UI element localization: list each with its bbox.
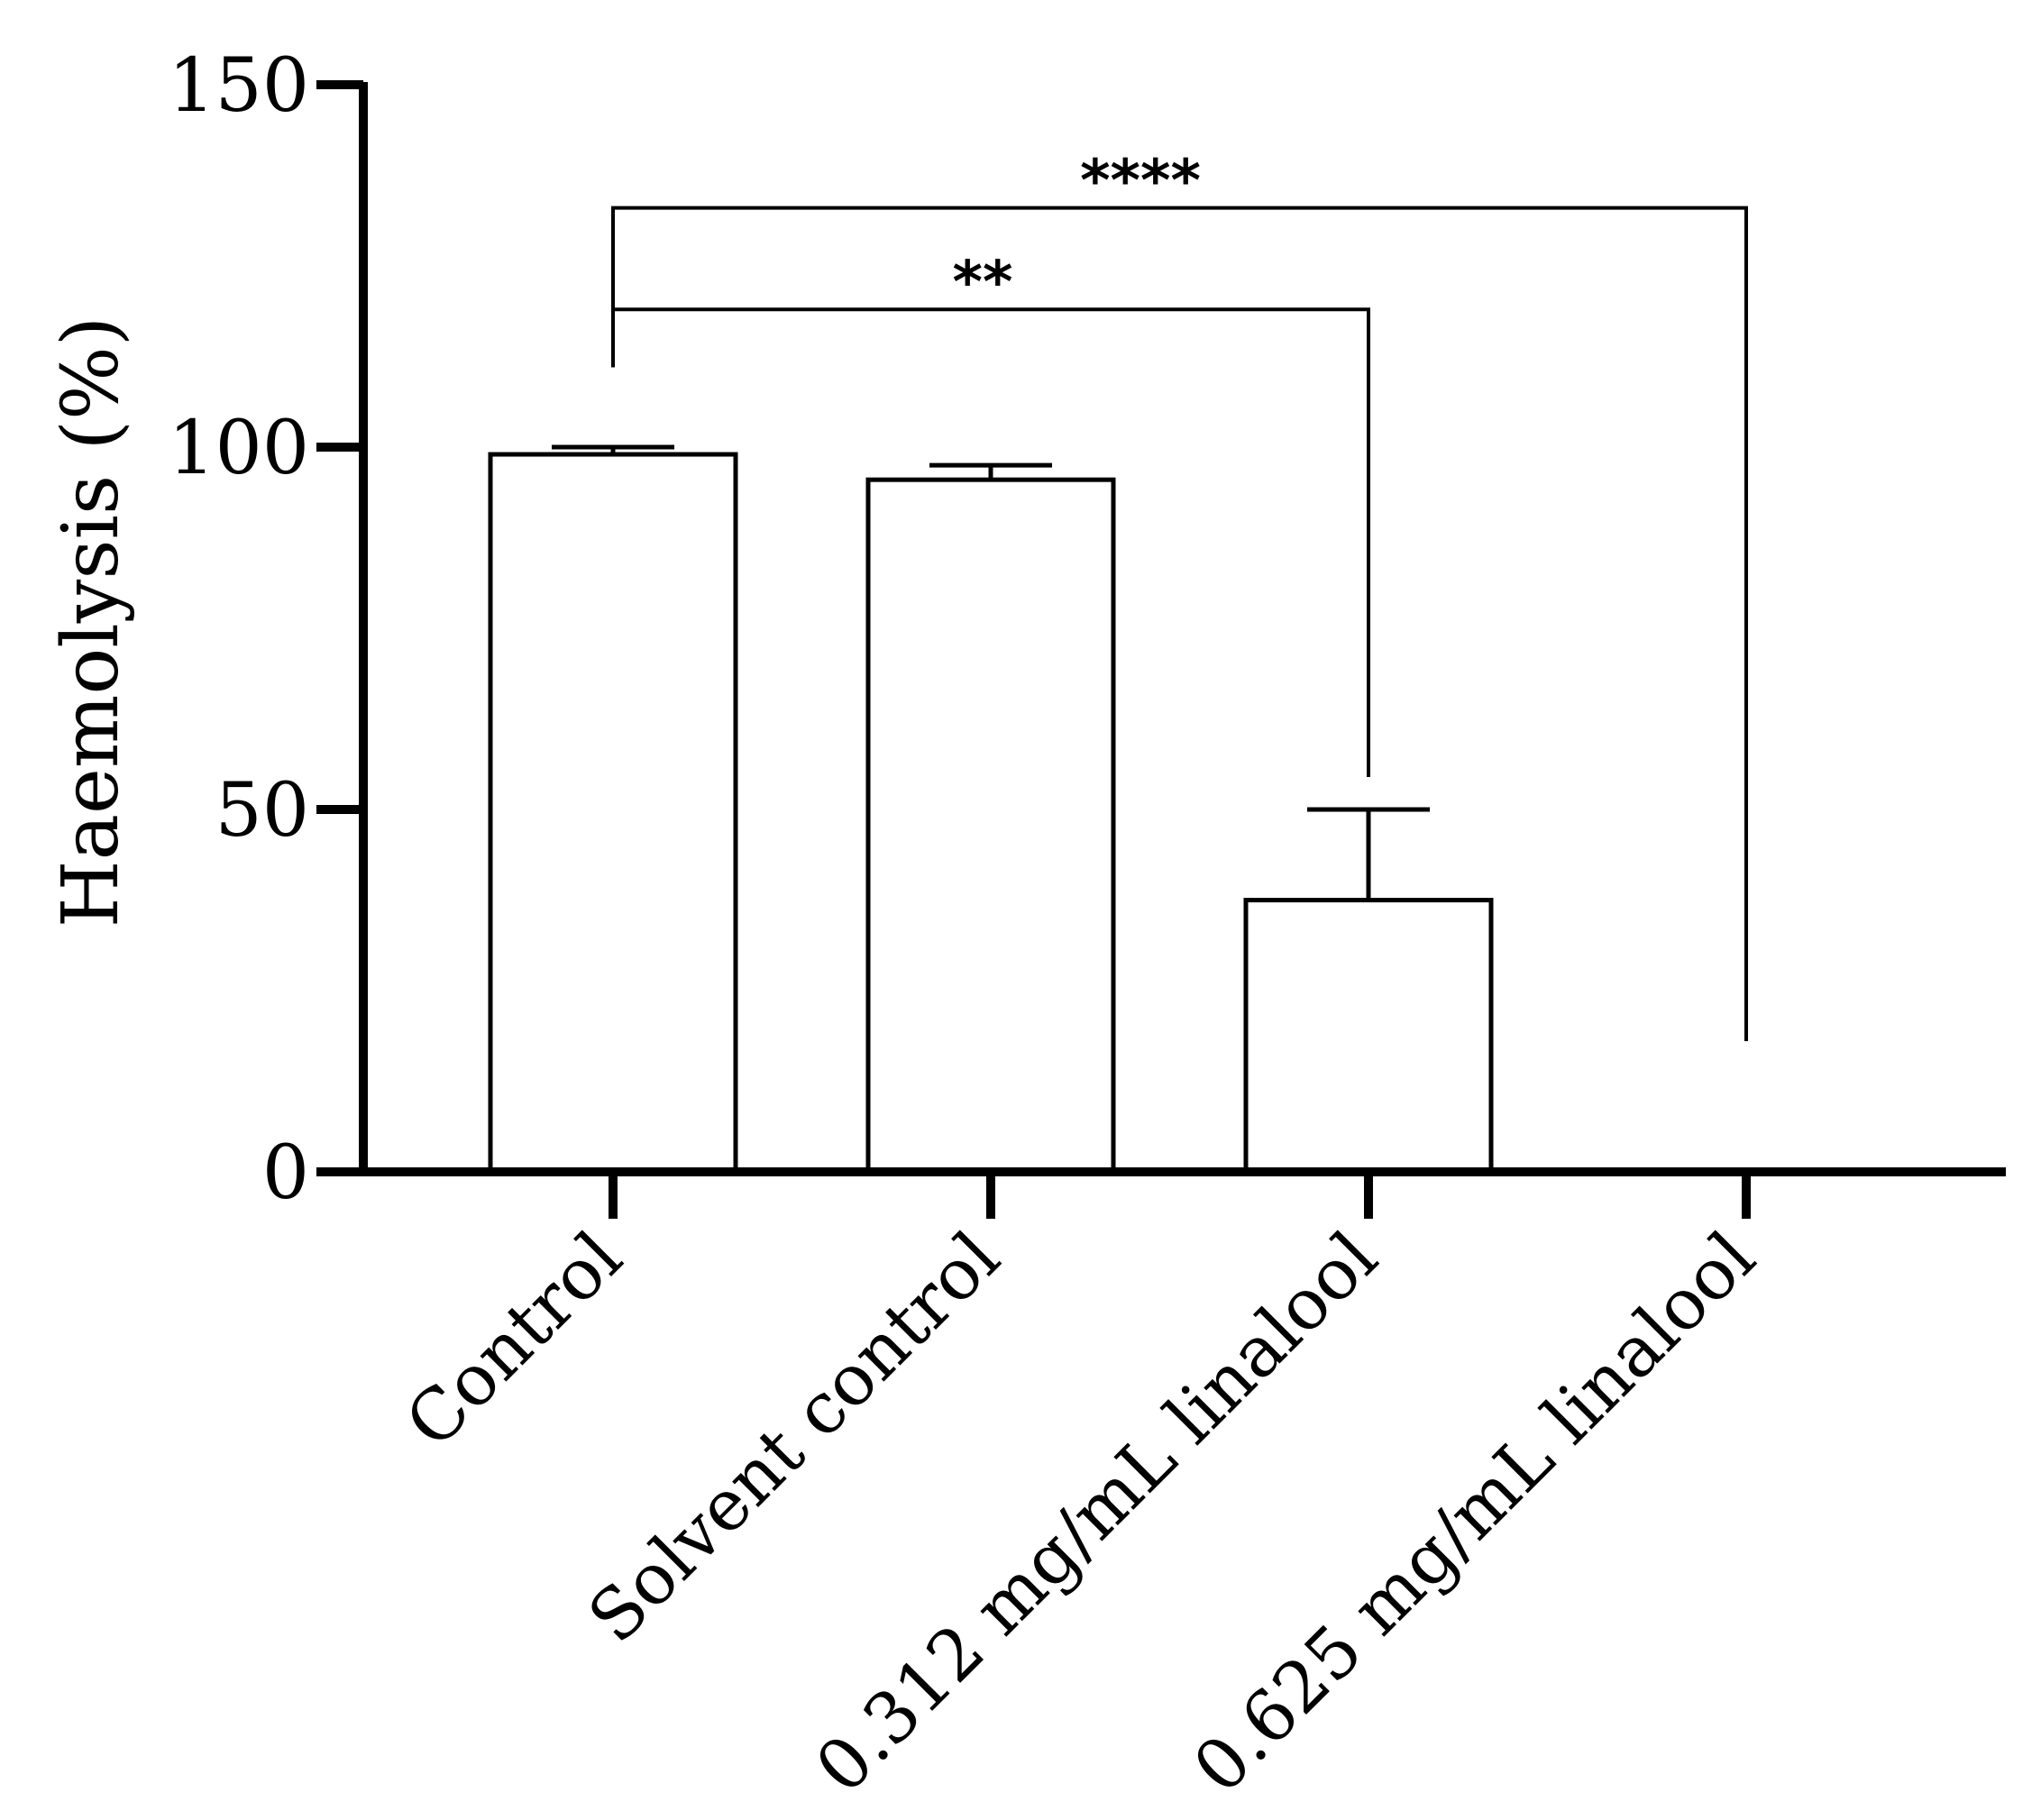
error-bars-layer [552, 444, 1430, 901]
y-tick-label: 50 [215, 768, 309, 854]
y-tick-label: 0 [262, 1130, 309, 1216]
bar [488, 452, 738, 1175]
bars-layer [488, 452, 1494, 1175]
y-tick-label: 150 [168, 43, 309, 129]
x-tick-label: Control [390, 1217, 637, 1464]
bar [865, 477, 1116, 1175]
x-tick-label: Solvent control [573, 1217, 1015, 1659]
bar [1243, 898, 1494, 1175]
significance-label: **** [1080, 149, 1201, 215]
significance-label: ** [953, 250, 1013, 316]
y-axis-label: Haemolysis (%) [46, 316, 136, 928]
y-tick-label: 100 [168, 406, 309, 491]
axes-layer [316, 80, 2006, 1219]
significance-layer: ****** [611, 149, 1748, 1041]
significance-bracket [611, 206, 1748, 1041]
